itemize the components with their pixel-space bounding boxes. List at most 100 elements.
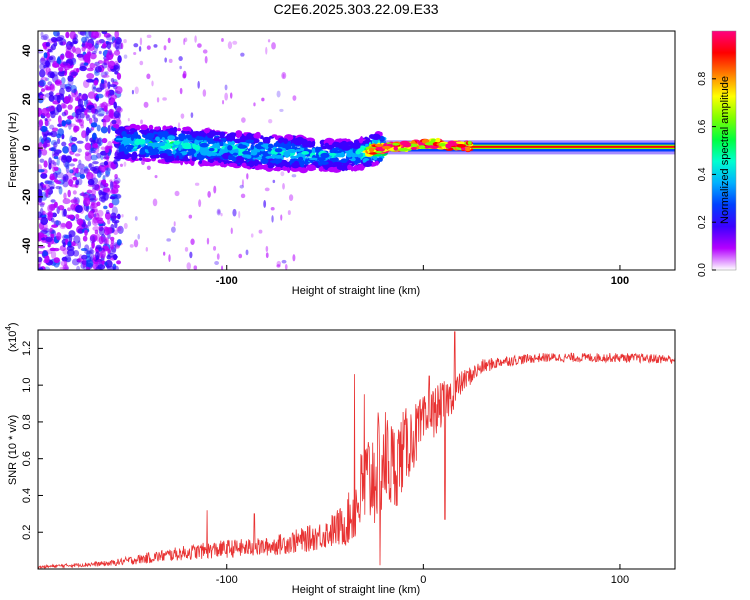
spectrogram-cell <box>65 45 73 50</box>
spectrogram-cell <box>68 214 75 219</box>
spectrogram-cell <box>100 126 108 134</box>
spectrogram-cell <box>369 151 377 155</box>
spectrogram-cell <box>75 205 83 214</box>
spectrogram-cell <box>53 166 59 172</box>
spectrogram-cell <box>43 142 48 149</box>
spectrogram-cell <box>67 145 73 154</box>
spectrogram-cell <box>84 229 88 236</box>
spectrogram-cell <box>98 236 104 245</box>
spectrogram-cell <box>95 87 103 93</box>
colorbar-tick-label: 0.8 <box>697 71 708 85</box>
chart-title: C2E6.2025.303.22.09.E33 <box>273 1 438 17</box>
spectrogram-cell <box>58 35 65 40</box>
spectrogram-cell <box>102 179 106 186</box>
spectrogram-cell <box>92 216 98 224</box>
spectrogram-cell <box>73 125 78 133</box>
spectrogram-cell <box>90 107 96 114</box>
spectrogram-cell <box>355 149 361 155</box>
spectrogram-cell <box>42 228 51 233</box>
spectrogram-cell <box>64 161 70 169</box>
spectrogram-cell <box>50 36 58 43</box>
spectrogram-cell <box>67 207 72 212</box>
spectrogram-cell <box>113 159 118 165</box>
spectrogram-cell <box>110 94 118 100</box>
spectrogram-cell <box>96 113 105 117</box>
spectrogram-cell <box>346 141 354 146</box>
spectrogram-cell <box>65 86 72 93</box>
spectrogram-cell <box>65 50 71 59</box>
spectrogram-cell <box>232 40 238 45</box>
spectrogram-cell <box>198 199 202 208</box>
spectrogram-cell <box>62 175 67 182</box>
spectrogram-x-axis-label: Height of straight line (km) <box>292 285 420 297</box>
spectrogram-cell <box>163 251 166 256</box>
spectrogram-cell <box>101 31 108 35</box>
spectrogram-cell <box>95 244 102 250</box>
spectrogram-cell <box>177 122 181 130</box>
spectrogram-cell <box>117 154 128 159</box>
spectrogram-cell <box>91 132 97 141</box>
spectrogram-cell <box>65 221 73 230</box>
spectrogram-cell <box>267 164 274 169</box>
spectrogram-cell <box>103 160 109 166</box>
spectrogram-cell <box>119 163 123 167</box>
spectrogram-cell <box>241 162 247 168</box>
spectrogram-cell <box>56 137 61 145</box>
spectrogram-cell <box>258 141 264 145</box>
spectrogram-cell <box>318 167 324 172</box>
spectrogram-cell <box>375 143 384 147</box>
spectrogram-cell <box>67 189 71 198</box>
spectrogram-cell <box>87 210 95 219</box>
spectrogram-cell <box>66 249 75 257</box>
spectrogram-cell <box>279 108 284 112</box>
spectrogram-cell <box>194 182 200 186</box>
spectrogram-cell <box>173 140 180 146</box>
spectrogram-cell <box>167 135 176 141</box>
spectrogram-cell <box>101 62 108 69</box>
spectrogram-cell <box>69 31 76 40</box>
spectrogram-cell <box>347 164 352 171</box>
spectrogram-cell <box>271 215 274 223</box>
spectrogram-cell <box>227 145 233 151</box>
spectrogram-cell <box>76 140 84 144</box>
spectrogram-cell <box>456 144 467 148</box>
spectrogram-cell <box>190 238 195 245</box>
spectrogram-cell <box>455 141 465 144</box>
spectrogram-cell <box>90 177 99 185</box>
spectrogram-cell <box>316 146 322 150</box>
spectrogram-cell <box>179 87 183 95</box>
spectrogram-cell <box>44 59 52 69</box>
snr-frame <box>37 329 676 570</box>
spectrogram-cell <box>70 71 79 76</box>
spectrogram-cell <box>38 267 44 270</box>
spectrogram-cell <box>58 67 64 72</box>
spectrogram-cell <box>171 160 182 164</box>
spectrogram-cell <box>236 160 241 164</box>
spectrogram-cell <box>241 179 244 187</box>
spectrogram-cell <box>77 240 82 250</box>
spectrogram-cell <box>96 201 101 207</box>
spectrogram-cell <box>82 235 88 242</box>
spectrogram-cell <box>47 81 53 86</box>
spectrogram-cell <box>81 46 86 52</box>
spectrogram-cell <box>70 198 79 205</box>
spectrogram-cell <box>178 133 187 140</box>
spectrogram-cell <box>220 161 225 167</box>
spectrogram-cell <box>178 146 182 151</box>
spectrogram-cell <box>69 169 74 174</box>
spectrogram-cell <box>52 203 56 209</box>
spectrogram-cell <box>106 41 112 50</box>
spectrogram-cell <box>107 218 111 225</box>
spectrogram-cell <box>75 179 80 186</box>
spectrogram-cell <box>84 57 91 63</box>
spectrogram-cell <box>231 134 236 139</box>
spectrogram-cell <box>48 157 52 166</box>
spectrogram-cell <box>86 51 91 59</box>
spectrogram-cell <box>171 226 176 233</box>
spectrogram-cell <box>95 93 104 99</box>
spectrogram-cell <box>69 41 74 48</box>
spectrogram-cell <box>365 143 369 148</box>
spectrogram-cell <box>129 139 135 145</box>
spectrogram-cell <box>96 170 102 178</box>
spectrogram-cell <box>55 220 59 226</box>
